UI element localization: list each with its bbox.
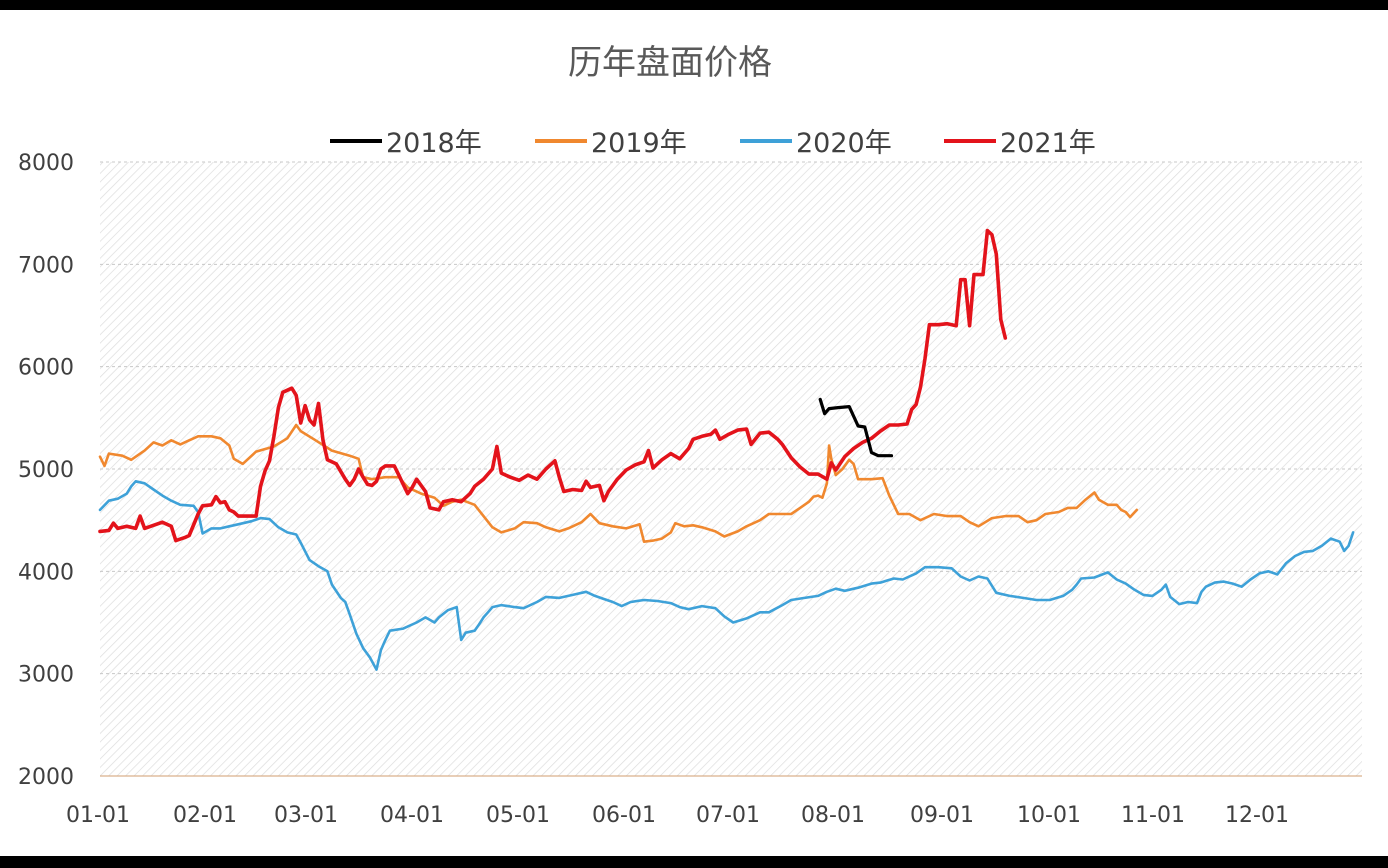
x-tick-label: 11-01 (1121, 803, 1185, 828)
legend-label: 2018年 (386, 128, 482, 159)
legend-item: 2018年 (330, 128, 482, 159)
gridlines (100, 161, 1362, 777)
y-tick-label: 7000 (18, 253, 74, 278)
x-tick-label: 12-01 (1225, 803, 1289, 828)
x-tick-label: 09-01 (910, 803, 974, 828)
y-axis: 2000 3000 4000 5000 6000 7000 8000 (18, 151, 74, 790)
chart-title: 历年盘面价格 (568, 43, 772, 83)
series-line-2019年 (98, 423, 1139, 543)
x-tick-label: 05-01 (486, 803, 550, 828)
x-tick-label: 03-01 (274, 803, 338, 828)
y-tick-label: 2000 (18, 765, 74, 790)
x-tick-label: 08-01 (801, 803, 865, 828)
legend-item: 2021年 (944, 128, 1096, 159)
series-line-2018年 (818, 397, 894, 458)
y-tick-label: 8000 (18, 151, 74, 176)
y-tick-label: 4000 (18, 560, 74, 585)
x-tick-label: 01-01 (66, 803, 130, 828)
legend-label: 2019年 (591, 128, 687, 159)
chart-legend: 2018年 2019年 2020年 2021年 (330, 128, 1096, 159)
series-line-2021年 (98, 228, 1008, 543)
legend-item: 2020年 (740, 128, 892, 159)
x-axis: 01-01 02-01 03-01 04-01 05-01 06-01 07-01 08-01… (66, 803, 1289, 828)
x-tick-label: 10-01 (1017, 803, 1081, 828)
x-tick-label: 02-01 (173, 803, 237, 828)
legend-item: 2019年 (535, 128, 687, 159)
x-tick-label: 04-01 (380, 803, 444, 828)
y-tick-label: 5000 (18, 458, 74, 483)
legend-label: 2020年 (796, 128, 892, 159)
x-tick-label: 07-01 (696, 803, 760, 828)
y-tick-label: 3000 (18, 663, 74, 688)
x-tick-label: 06-01 (592, 803, 656, 828)
chart-frame: 历年盘面价格 2018年 2019年 2020年 2021年 2000 3000 4000… (0, 10, 1388, 856)
y-tick-label: 6000 (18, 356, 74, 381)
series-layer (98, 228, 1355, 671)
series-line-2020年 (98, 480, 1355, 671)
chart-canvas: 历年盘面价格 2018年 2019年 2020年 2021年 2000 3000 4000… (18, 43, 1362, 828)
legend-label: 2021年 (1000, 128, 1096, 159)
